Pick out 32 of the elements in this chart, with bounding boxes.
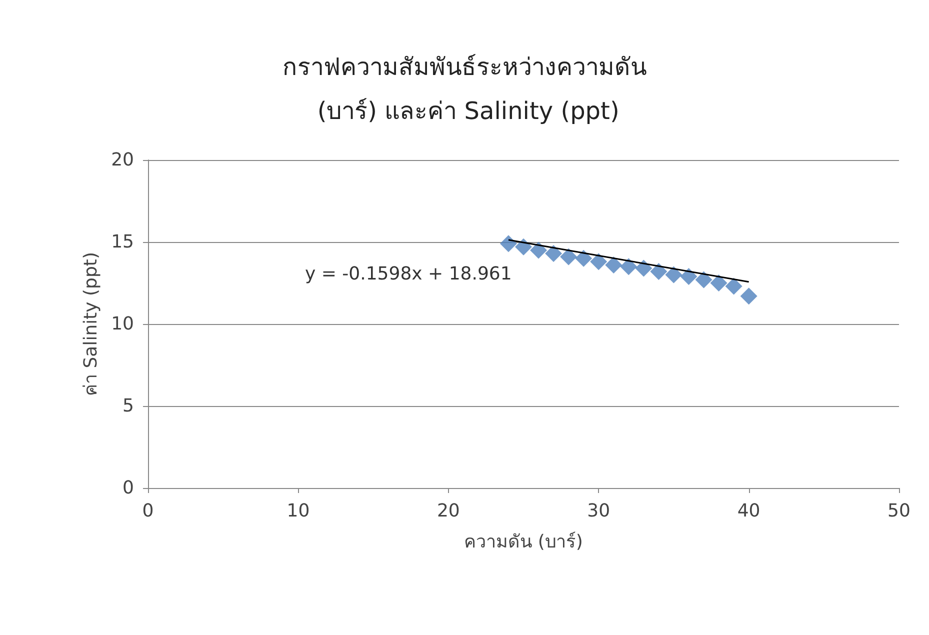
- point: [590, 253, 608, 270]
- x-tick-label: 10: [286, 500, 310, 522]
- point: [635, 260, 652, 277]
- point: [500, 235, 517, 252]
- x-tick-label: 40: [737, 500, 760, 522]
- y-tick-label: 5: [122, 396, 134, 416]
- point: [620, 258, 638, 276]
- point: [740, 288, 758, 305]
- point: [650, 263, 668, 280]
- y-tick-label: 15: [111, 232, 134, 252]
- y-tick-label: 0: [122, 478, 134, 498]
- x-tick-label: 0: [142, 500, 154, 522]
- point: [725, 278, 742, 295]
- y-tick-label: 10: [111, 314, 134, 334]
- x-axis-title: ความดัน (บาร์): [464, 532, 583, 552]
- annotation: y = -0.1598x + 18.961: [305, 264, 512, 284]
- point: [515, 238, 532, 256]
- point: [545, 244, 562, 262]
- point: [575, 250, 592, 267]
- point: [605, 256, 622, 274]
- y-axis-title: ค่า Salinity (ppt): [80, 252, 102, 396]
- point: [710, 274, 728, 292]
- y-tick-label: 20: [111, 150, 134, 170]
- point: [695, 271, 712, 288]
- chart-title: กราฟความสัมพันธ์ระหว่างความดัน (บาร์) และค่า Salinity (ppt): [282, 53, 646, 125]
- x-tick-label: 20: [436, 500, 460, 522]
- point: [560, 248, 578, 266]
- x-tick-label: 30: [587, 500, 610, 522]
- point: [530, 242, 548, 259]
- point: [680, 268, 698, 285]
- x-tick-label: 50: [888, 500, 910, 522]
- point: [665, 266, 682, 284]
